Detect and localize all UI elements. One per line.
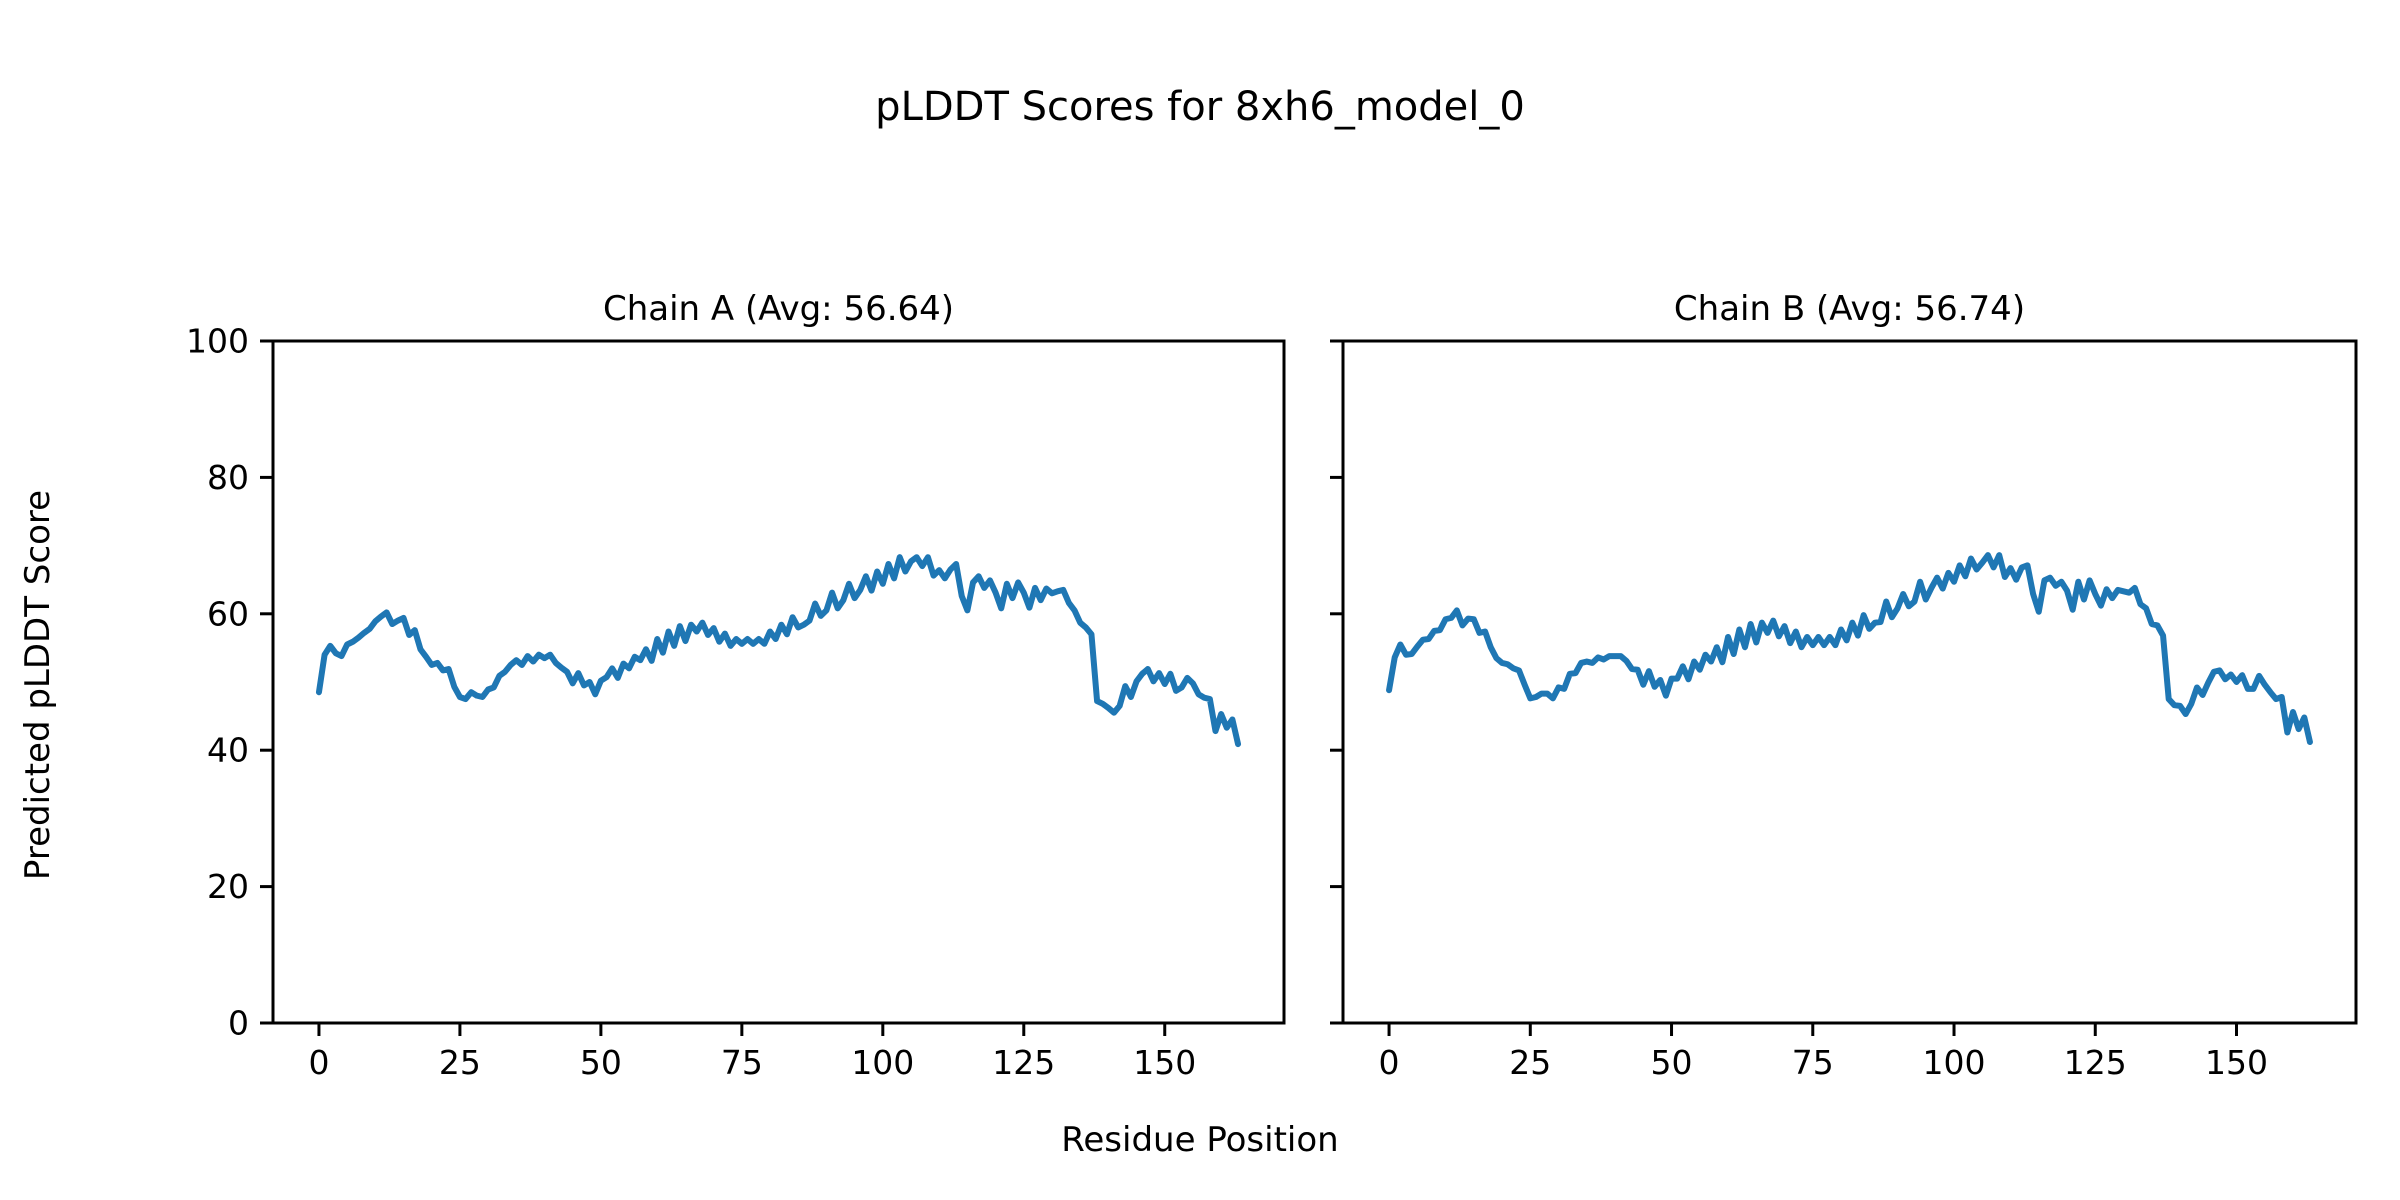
x-tick-label: 0 [308, 1043, 329, 1082]
x-axis-label: Residue Position [1061, 1120, 1339, 1160]
plddt-line [315, 554, 1242, 748]
axes-spines [1341, 339, 2358, 1025]
y-tick-label: 40 [207, 731, 249, 770]
x-tick-label: 50 [1651, 1043, 1693, 1082]
plddt-line [1386, 552, 2313, 746]
x-tick-label: 150 [2205, 1043, 2268, 1082]
x-tick-label: 75 [1792, 1043, 1834, 1082]
x-tick-label: 75 [721, 1043, 763, 1082]
chain-a-subplot: Chain A (Avg: 56.64) 0 25 50 75 100 125 150 0 20… [186, 289, 1286, 1082]
chain-a-plot-area: 0 25 50 75 100 125 150 0 20 40 60 80 100 [186, 322, 1286, 1082]
y-axis-label: Predicted pLDDT Score [18, 489, 58, 881]
x-tick-label: 100 [1923, 1043, 1986, 1082]
y-tick-label: 20 [207, 867, 249, 906]
figure-title: pLDDT Scores for 8xh6_model_0 [875, 84, 1525, 130]
x-tick-label: 25 [1509, 1043, 1551, 1082]
subplot-title: Chain B (Avg: 56.74) [1673, 289, 2026, 329]
x-tick-label: 125 [2064, 1043, 2127, 1082]
axes-spines [271, 339, 1286, 1025]
y-tick-label: 0 [228, 1004, 249, 1043]
chain-b-subplot: Chain B (Avg: 56.74) 0 25 50 75 100 125 150 [1330, 289, 2358, 1082]
x-tick-label: 100 [851, 1043, 914, 1082]
y-tick-label: 100 [186, 322, 249, 361]
x-tick-label: 150 [1133, 1043, 1196, 1082]
subplot-title: Chain A (Avg: 56.64) [602, 289, 955, 329]
x-tick-label: 25 [439, 1043, 481, 1082]
x-tick-label: 50 [580, 1043, 622, 1082]
chain-b-plot-area: 0 25 50 75 100 125 150 [1330, 339, 2358, 1082]
y-tick-label: 80 [207, 458, 249, 497]
x-tick-label: 125 [992, 1043, 1055, 1082]
y-tick-label: 60 [207, 594, 249, 633]
x-tick-label: 0 [1379, 1043, 1400, 1082]
